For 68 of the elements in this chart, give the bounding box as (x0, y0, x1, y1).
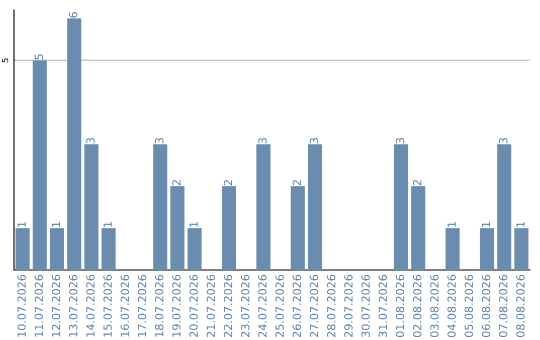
data-label: 3 (396, 138, 404, 144)
bar (308, 144, 322, 270)
data-label: 1 (482, 222, 490, 227)
data-label: 6 (69, 12, 78, 18)
x-tick-label: 03.08.2026 (430, 274, 439, 338)
bar (497, 144, 512, 270)
x-tick-label: 25.07.2026 (275, 274, 284, 337)
x-tick-label: 15.07.2026 (103, 274, 112, 337)
x-tick-label: 01.08.2026 (396, 274, 404, 338)
bar (480, 228, 494, 270)
data-label: 3 (155, 138, 164, 144)
x-tick-label: 27.07.2026 (310, 274, 318, 337)
bar (256, 144, 270, 270)
x-tick-label: 06.08.2026 (482, 274, 490, 338)
bar (102, 228, 116, 270)
data-label: 2 (292, 180, 301, 186)
x-tick-label: 18.07.2026 (155, 274, 164, 337)
x-tick-label: 28.07.2026 (327, 274, 336, 337)
x-tick-label: 31.07.2026 (378, 274, 388, 337)
x-tick-label: 10.07.2026 (17, 274, 26, 337)
data-label: 5 (34, 54, 44, 60)
bar (222, 186, 236, 270)
x-tick-label: 19.07.2026 (172, 274, 181, 337)
x-tick-label: 24.07.2026 (258, 274, 267, 337)
x-tick-label: 12.07.2026 (52, 274, 60, 337)
x-tick-label: 21.07.2026 (206, 274, 216, 337)
bar (170, 186, 184, 270)
x-tick-label: 16.07.2026 (120, 274, 130, 337)
x-tick-label: 29.07.2026 (344, 274, 353, 337)
x-tick-label: 04.08.2026 (447, 274, 456, 338)
data-label: 2 (172, 180, 180, 186)
bar (514, 228, 528, 270)
x-tick-label: 20.07.2026 (189, 274, 198, 337)
bar (50, 228, 64, 270)
x-tick-label: 11.07.2026 (34, 274, 44, 337)
bar (16, 228, 30, 270)
data-label: 3 (499, 138, 508, 144)
data-label: 3 (258, 138, 267, 144)
x-tick-label: 08.08.2026 (516, 274, 525, 338)
data-label: 3 (86, 138, 95, 144)
x-tick-label: 22.07.2026 (224, 274, 232, 337)
x-tick-label: 02.08.2026 (413, 274, 422, 338)
x-tick-label: 07.08.2026 (499, 274, 508, 338)
bar (188, 228, 202, 270)
bar (153, 144, 168, 270)
bar (32, 60, 47, 270)
x-tick-label: 23.07.2026 (241, 274, 250, 337)
data-label: 2 (413, 180, 422, 186)
x-tick-label: 14.07.2026 (86, 274, 95, 337)
data-label: 1 (516, 222, 524, 227)
bar (446, 228, 460, 270)
x-tick-label: 17.07.2026 (138, 274, 146, 337)
x-tick-label: 05.08.2026 (464, 274, 474, 338)
bar (84, 144, 98, 270)
x-tick-label: 30.07.2026 (361, 274, 370, 337)
data-label: 1 (18, 222, 26, 227)
x-tick-label: 13.07.2026 (69, 274, 78, 337)
bar (411, 186, 426, 270)
data-label: 1 (448, 222, 456, 227)
data-label: 3 (310, 138, 318, 144)
data-label: 1 (52, 222, 60, 227)
data-label: 1 (104, 222, 112, 227)
bar (290, 186, 305, 270)
bar (394, 144, 408, 270)
bar (67, 18, 82, 270)
data-label: 2 (224, 180, 232, 186)
x-tick-label: 26.07.2026 (292, 274, 302, 337)
data-label: 1 (190, 222, 198, 227)
